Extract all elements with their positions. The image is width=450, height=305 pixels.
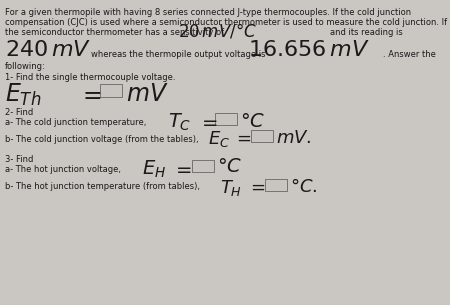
Text: $mV.$: $mV.$ <box>276 129 311 147</box>
Text: $E_H$: $E_H$ <box>142 159 166 180</box>
Text: compensation (CJC) is used where a semiconductor thermometer is used to measure : compensation (CJC) is used where a semic… <box>5 18 447 27</box>
Text: $T_H$: $T_H$ <box>220 178 242 198</box>
Text: 2- Find: 2- Find <box>5 108 33 117</box>
Text: $240\,mV$: $240\,mV$ <box>5 40 91 60</box>
Text: $°C.$: $°C.$ <box>290 178 317 196</box>
Text: following:: following: <box>5 62 46 71</box>
Text: a- The hot junction voltage,: a- The hot junction voltage, <box>5 165 121 174</box>
Text: $°C$: $°C$ <box>217 157 242 176</box>
Text: b- The hot junction temperature (from tables),: b- The hot junction temperature (from ta… <box>5 182 200 191</box>
FancyBboxPatch shape <box>265 179 287 191</box>
Text: $=$: $=$ <box>198 112 218 131</box>
Text: $E_C$: $E_C$ <box>208 129 230 149</box>
Text: For a given thermopile with having 8 series connected J-type thermocouples. If t: For a given thermopile with having 8 ser… <box>5 8 411 17</box>
Text: $E_{Th}$: $E_{Th}$ <box>5 82 41 108</box>
FancyBboxPatch shape <box>192 160 214 172</box>
Text: $mV$: $mV$ <box>126 82 169 106</box>
Text: a- The cold junction temperature,: a- The cold junction temperature, <box>5 118 146 127</box>
Text: $°C$: $°C$ <box>240 112 266 131</box>
Text: b- The cold junction voltage (from the tables),: b- The cold junction voltage (from the t… <box>5 135 198 144</box>
Text: and its reading is: and its reading is <box>330 28 403 37</box>
Text: 1- Find the single thermocouple voltage.: 1- Find the single thermocouple voltage. <box>5 73 176 82</box>
Text: . Answer the: . Answer the <box>383 50 436 59</box>
Text: $T_C$: $T_C$ <box>168 112 191 133</box>
Text: $=$: $=$ <box>233 129 252 147</box>
FancyBboxPatch shape <box>215 113 237 125</box>
Text: $=$: $=$ <box>78 82 102 106</box>
Text: $16.656\,mV$: $16.656\,mV$ <box>248 40 369 60</box>
Text: whereas the thermopile output voltage is: whereas the thermopile output voltage is <box>91 50 266 59</box>
FancyBboxPatch shape <box>251 130 273 142</box>
Text: $=$: $=$ <box>247 178 266 196</box>
Text: $=$: $=$ <box>172 159 192 178</box>
Text: $20\,mV/°C$: $20\,mV/°C$ <box>178 22 257 41</box>
Text: 3- Find: 3- Find <box>5 155 33 164</box>
Text: the semiconductor thermometer has a sensitivity of: the semiconductor thermometer has a sens… <box>5 28 224 37</box>
FancyBboxPatch shape <box>100 84 122 97</box>
